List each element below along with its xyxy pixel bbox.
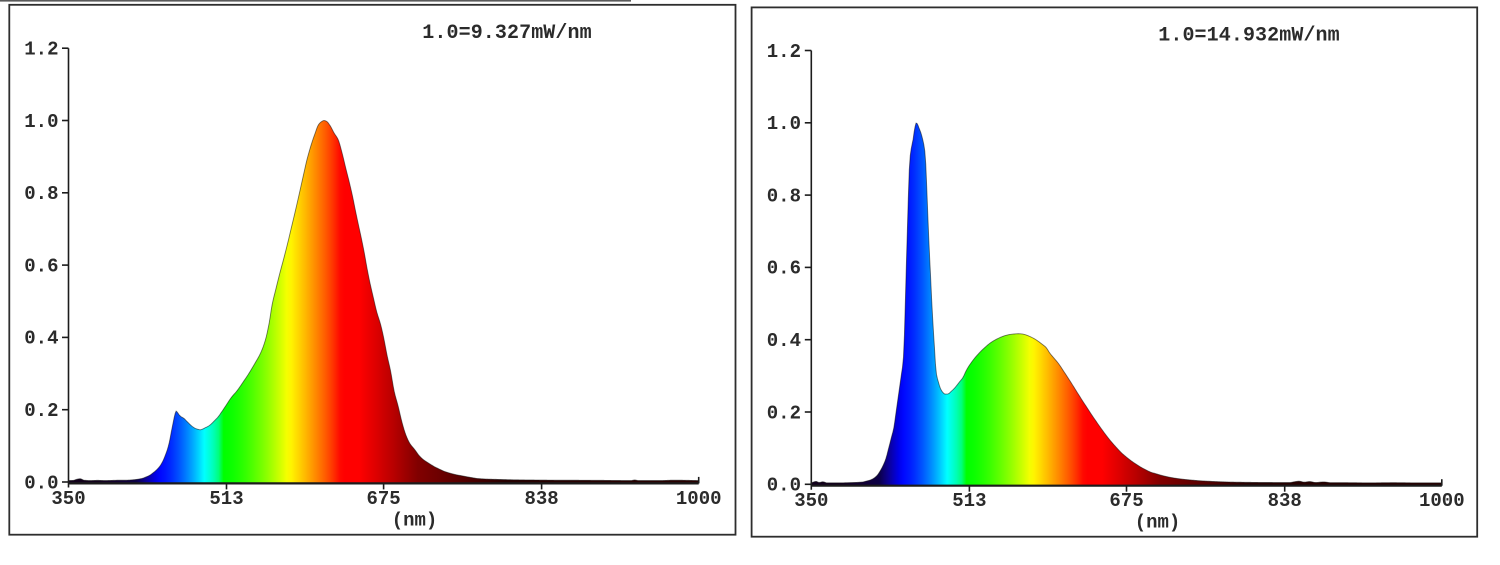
svg-text:0.6: 0.6	[767, 258, 801, 280]
svg-text:675: 675	[366, 488, 400, 510]
svg-text:513: 513	[952, 490, 986, 512]
svg-text:1000: 1000	[676, 488, 722, 510]
svg-text:(nm): (nm)	[1135, 512, 1181, 534]
svg-text:1.2: 1.2	[767, 41, 801, 63]
svg-text:838: 838	[1268, 490, 1302, 512]
svg-text:0.8: 0.8	[24, 183, 58, 205]
svg-text:1.2: 1.2	[24, 39, 58, 61]
svg-text:(nm): (nm)	[392, 509, 438, 531]
svg-text:350: 350	[51, 488, 85, 510]
svg-text:838: 838	[524, 488, 558, 510]
svg-text:0.4: 0.4	[24, 328, 58, 350]
svg-text:1.0=14.932mW/nm: 1.0=14.932mW/nm	[1158, 25, 1340, 48]
svg-text:0.8: 0.8	[767, 185, 801, 207]
svg-text:0.0: 0.0	[767, 475, 801, 497]
svg-text:675: 675	[1109, 490, 1143, 512]
svg-text:1.0: 1.0	[767, 113, 801, 135]
svg-text:0.6: 0.6	[24, 255, 58, 277]
svg-text:0.2: 0.2	[767, 402, 801, 424]
svg-text:513: 513	[209, 488, 243, 510]
svg-text:0.2: 0.2	[24, 400, 58, 422]
svg-text:1000: 1000	[1419, 490, 1465, 512]
svg-text:0.4: 0.4	[767, 330, 801, 352]
svg-text:1.0=9.327mW/nm: 1.0=9.327mW/nm	[422, 22, 591, 45]
svg-text:350: 350	[794, 490, 828, 512]
svg-text:1.0: 1.0	[24, 111, 58, 133]
svg-text:0.0: 0.0	[24, 472, 58, 494]
